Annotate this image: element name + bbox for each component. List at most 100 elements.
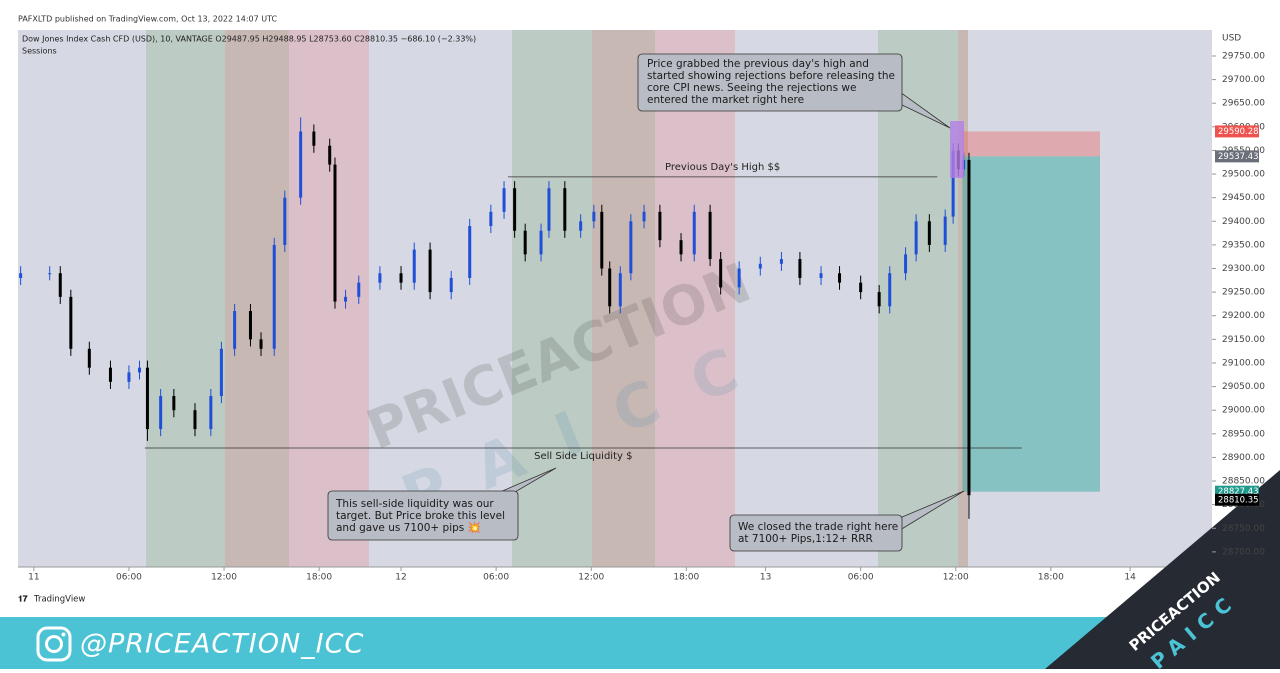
platform-logo: 𝟏𝟕 — [18, 594, 28, 605]
annotation-line: Price grabbed the previous day's high an… — [647, 58, 869, 70]
candle-body — [299, 131, 303, 198]
session-band — [592, 30, 655, 567]
candle-body — [951, 150, 955, 217]
legend: Dow Jones Index Cash CFD (USD), 10, VANT… — [22, 35, 476, 44]
candle-body — [513, 188, 517, 231]
candle-body — [523, 230, 527, 255]
session-band — [289, 30, 369, 567]
candle-body — [449, 277, 453, 293]
annotation-line: entered the market right here — [647, 94, 804, 106]
price-tag — [1215, 150, 1259, 163]
candle-body — [758, 263, 762, 269]
candle-body — [838, 273, 842, 283]
candle-body — [87, 348, 91, 368]
y-tick-label: 29050.00 — [1222, 382, 1265, 392]
level-label: Sell Side Liquidity $ — [534, 451, 632, 462]
session-band — [878, 30, 958, 567]
callout-box — [637, 53, 903, 112]
candle-body — [877, 292, 881, 307]
y-tick-label: 29100.00 — [1222, 358, 1265, 368]
candle-body — [914, 221, 918, 255]
callout-box — [327, 490, 519, 541]
candle-body — [779, 259, 783, 264]
candle-body — [502, 188, 506, 212]
price-tag-label: 29537.43 — [1218, 152, 1259, 162]
y-tick-label: 29250.00 — [1222, 288, 1265, 298]
level-label: Previous Day's High $$ — [665, 162, 780, 173]
x-tick-label: 06:00 — [848, 573, 874, 583]
candle-body — [399, 273, 403, 283]
candle-body — [248, 311, 252, 340]
candle-body — [127, 372, 131, 382]
candle-body — [563, 188, 567, 231]
y-tick-label: 29000.00 — [1222, 406, 1265, 416]
candle-body — [642, 211, 646, 222]
callout-box — [729, 514, 903, 552]
candle-body — [328, 145, 332, 165]
instagram-icon — [36, 626, 72, 662]
candle-body — [159, 396, 163, 430]
candle-body — [692, 211, 696, 255]
candle-body — [412, 249, 416, 283]
candle-body — [708, 211, 712, 260]
x-tick-label: 18:00 — [306, 573, 332, 583]
candle-body — [19, 273, 23, 278]
indicator-label: Sessions — [22, 47, 57, 56]
candle-body — [943, 216, 947, 245]
candle-body — [618, 273, 622, 307]
candle-body — [888, 273, 892, 307]
candle-body — [283, 197, 287, 245]
x-tick-label: 18:00 — [1038, 573, 1064, 583]
candle-body — [138, 367, 142, 373]
price-axis — [1212, 30, 1268, 567]
annotation-line: target. But Price broke this level — [336, 510, 505, 522]
session-band — [655, 30, 735, 567]
session-band — [512, 30, 592, 567]
x-tick-label: 11 — [28, 573, 39, 583]
y-tick-label: 29500.00 — [1222, 170, 1265, 180]
x-tick-label: 06:00 — [483, 573, 509, 583]
candle-body — [48, 273, 52, 275]
x-tick-label: 12:00 — [578, 573, 604, 583]
candle-body — [859, 282, 863, 293]
price-tag-label: 28827.43 — [1218, 487, 1259, 497]
price-tag-label: 28810.35 — [1218, 495, 1259, 505]
y-tick-label: 29700.00 — [1222, 75, 1265, 85]
header: PAFXLTD published on TradingView.com, Oc… — [18, 15, 278, 24]
annotation-line: started showing rejections before releas… — [647, 70, 895, 82]
price-tag — [1215, 493, 1259, 506]
x-tick-label: 12:00 — [943, 573, 969, 583]
candle-body — [312, 131, 316, 146]
currency: USD — [1222, 34, 1241, 44]
candle-body — [58, 273, 62, 297]
target-zone — [962, 156, 1100, 492]
candle-body — [927, 221, 931, 245]
session-band — [958, 30, 968, 567]
x-tick-label: 12 — [395, 573, 406, 583]
candle-body — [344, 296, 348, 302]
plot: Previous Day's High $$ Sell Side Liquidit… — [19, 117, 1100, 519]
y-tick-label: 29450.00 — [1222, 193, 1265, 203]
candle-body — [600, 211, 604, 269]
candle-body — [172, 396, 176, 411]
platform-name: TradingView — [33, 595, 85, 605]
candle-body — [819, 273, 823, 278]
candle-body — [272, 244, 276, 349]
annotation-line: This sell-side liquidity was our — [335, 498, 494, 510]
candle-body — [428, 249, 432, 293]
entry-highlight — [950, 121, 964, 178]
candle-body — [798, 259, 802, 278]
candle-body — [489, 211, 493, 227]
x-tick-label: 18:00 — [673, 573, 699, 583]
candle-body — [108, 367, 112, 382]
y-tick-label: 29300.00 — [1222, 264, 1265, 274]
instagram-icon — [61, 632, 66, 637]
annotation-line: We closed the trade right here — [738, 521, 898, 533]
x-tick-label: 13 — [760, 573, 771, 583]
y-tick-label: 29200.00 — [1222, 311, 1265, 321]
candle-body — [547, 188, 551, 231]
y-tick-label: 28950.00 — [1222, 429, 1265, 439]
candle-body — [592, 211, 596, 222]
